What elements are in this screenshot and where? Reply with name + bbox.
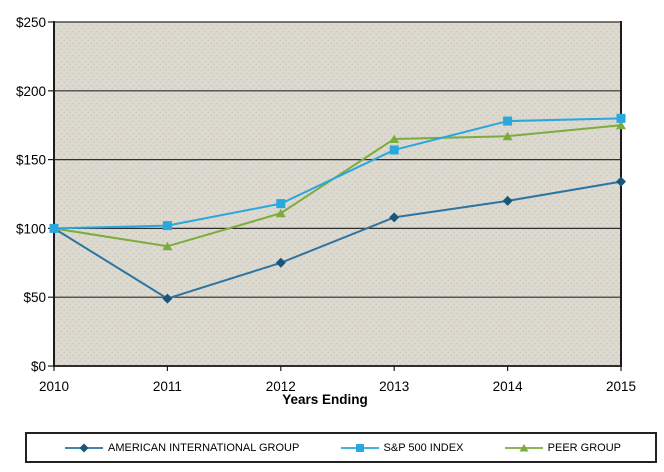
x-axis-title: Years Ending xyxy=(282,392,368,407)
x-tick-label: 2014 xyxy=(493,379,524,394)
marker-triangle xyxy=(616,120,626,130)
y-tick-label: $200 xyxy=(16,84,46,99)
legend-marker-diamond xyxy=(79,443,89,452)
marker-square xyxy=(162,221,172,231)
y-tick-label: $100 xyxy=(16,221,46,236)
legend-item-american-international-group: AMERICAN INTERNATIONAL GROUP xyxy=(63,442,299,454)
legend: AMERICAN INTERNATIONAL GROUP S&P 500 IND… xyxy=(25,432,657,463)
x-tick-label: 2013 xyxy=(379,379,409,394)
y-tick-label: $150 xyxy=(16,153,46,168)
marker-diamond xyxy=(502,195,513,206)
legend-marker-triangle-icon xyxy=(504,443,543,451)
legend-marker-square xyxy=(355,443,364,452)
legend-marker-square-icon xyxy=(340,443,379,452)
chart-canvas: $0 $50 $100 $150 $200 $250 2010 2011 2012 2013 201… xyxy=(16,15,636,407)
marker-square xyxy=(389,145,399,155)
x-tick-label: 2015 xyxy=(606,379,636,394)
marker-triangle xyxy=(275,208,286,218)
legend-label-sp500-index: S&P 500 INDEX xyxy=(383,441,464,454)
marker-diamond xyxy=(389,212,400,223)
legend-label-peer-group: PEER GROUP xyxy=(547,441,621,454)
legend-item-sp500-index: S&P 500 INDEX xyxy=(339,441,464,454)
series-line-american-international-group xyxy=(53,180,622,300)
legend-marker-diamond-icon xyxy=(65,443,103,452)
legend-item-peer-group: PEER GROUP xyxy=(503,442,621,454)
plot-area xyxy=(54,22,621,366)
series-s-p-500-index xyxy=(49,113,626,233)
x-tick-label: 2012 xyxy=(266,379,296,394)
legend-marker-triangle xyxy=(519,443,529,451)
legend-label-american-international-group: AMERICAN INTERNATIONAL GROUP xyxy=(108,441,300,454)
performance-chart: $0 $50 $100 $150 $200 $250 2010 2011 2012 2013 201… xyxy=(16,15,636,407)
marker-triangle xyxy=(389,134,400,143)
series-line-s-p-500-index xyxy=(53,117,622,230)
y-tick-label: $250 xyxy=(16,15,46,30)
marker-square xyxy=(49,223,59,233)
y-tick-label: $50 xyxy=(23,290,46,305)
x-tick-label: 2011 xyxy=(153,379,182,394)
marker-diamond xyxy=(616,176,626,187)
marker-square xyxy=(276,199,286,209)
y-tick-label: $0 xyxy=(31,359,46,374)
marker-triangle xyxy=(162,241,173,251)
x-tick-label: 2010 xyxy=(39,379,69,394)
marker-square xyxy=(503,116,513,126)
marker-triangle xyxy=(502,131,513,141)
marker-square xyxy=(616,113,626,123)
marker-diamond xyxy=(162,293,173,304)
marker-diamond xyxy=(275,257,286,268)
